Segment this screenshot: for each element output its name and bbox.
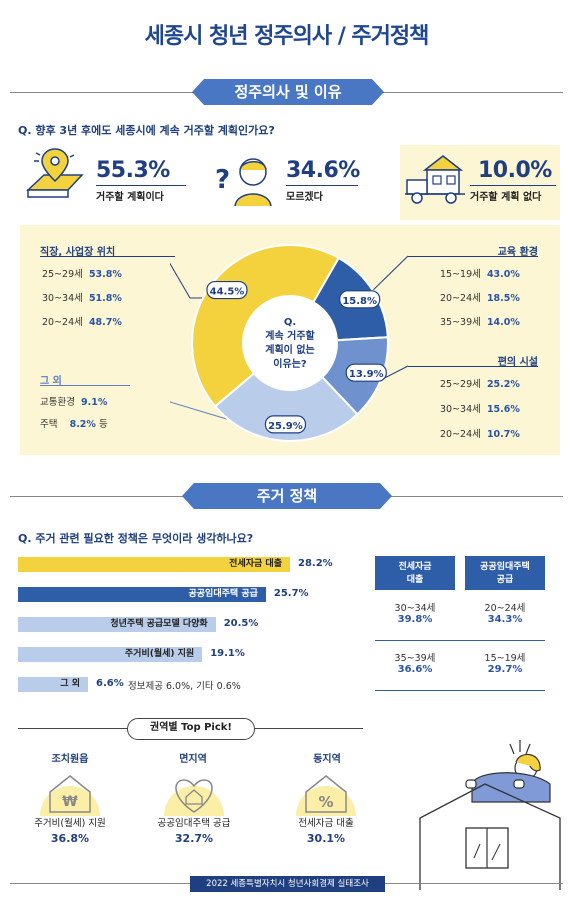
svg-text:₩: ₩ — [62, 794, 78, 810]
svg-text:13.9%: 13.9% — [349, 369, 384, 380]
section-banner-housing: 주거 정책 — [182, 483, 392, 509]
table-cell: 30~34세 39.8% — [394, 603, 436, 625]
reason-row: 20~24세 18.5% — [440, 293, 520, 304]
policy-bar-3: 주거비(월세) 지원 — [18, 647, 203, 662]
question-residence: Q. 향후 3년 후에도 세종시에 계속 거주할 계획인가요? — [18, 124, 275, 137]
svg-text:?: ? — [215, 165, 230, 195]
table-divider — [375, 640, 545, 641]
house-person-illustration — [419, 740, 561, 890]
table-cell: 20~24세 34.3% — [484, 603, 526, 625]
top-pick-pill: 권역별 Top Pick! — [127, 718, 255, 740]
reason-row: 30~34세 51.8% — [42, 293, 122, 304]
table-cell: 35~39세 36.6% — [394, 653, 436, 675]
reason-title-work: 직장, 사업장 위치 — [40, 247, 116, 258]
policy-bar-value: 20.5% — [223, 618, 259, 629]
pie-label-3: 25.9% — [264, 415, 307, 434]
won-house-icon: ₩ — [40, 775, 100, 816]
svg-text:15.8%: 15.8% — [342, 296, 377, 307]
stat-value-unsure: 34.6% — [286, 158, 360, 183]
reason-row: 30~34세 15.6% — [440, 404, 520, 415]
moving-truck-icon — [405, 155, 465, 204]
pie-center-text: 계획이 없는 — [265, 343, 314, 356]
stat-label-unsure: 모르겠다 — [286, 185, 358, 203]
svg-text:44.5%: 44.5% — [210, 287, 245, 298]
table-divider — [375, 690, 545, 691]
region-policy: 공공임대주택 공급 — [157, 818, 231, 829]
question-person-icon: ? — [215, 158, 272, 207]
percent-house-icon: % — [296, 775, 356, 816]
reason-underline — [40, 385, 130, 386]
policy-bar-2: 청년주택 공급모델 다양화 — [18, 617, 216, 632]
region-pct: 36.8% — [50, 832, 90, 845]
reason-row: 주택 8.2% 등 — [40, 419, 108, 430]
reason-title-education: 교육 환경 — [497, 247, 538, 258]
question-housing: Q. 주거 관련 필요한 정책은 무엇이라 생각하나요? — [18, 532, 254, 545]
reason-row: 25~29세 53.8% — [42, 269, 122, 280]
reason-row: 20~24세 48.7% — [42, 317, 122, 328]
reason-row: 교통환경 9.1% — [40, 397, 108, 408]
reason-underline — [408, 256, 538, 257]
policy-bar-0: 전세자금 대출 — [18, 557, 290, 572]
reason-row: 35~39세 14.0% — [440, 317, 520, 328]
table-header-jeonse: 전세자금 대출 — [375, 556, 455, 590]
stat-label-stay: 거주할 계획이다 — [96, 185, 186, 203]
region-policy: 전세자금 대출 — [298, 818, 354, 829]
stat-label-leave: 거주할 계획 없다 — [470, 185, 556, 203]
pie-slice-3 — [213, 341, 359, 442]
region-name-jochiwon: 조치원읍 — [51, 754, 89, 765]
policy-bar-1: 공공임대주택 공급 — [18, 587, 266, 602]
region-name-myeon: 면지역 — [179, 754, 207, 765]
reason-row: 15~19세 43.0% — [440, 269, 520, 280]
connector-line — [170, 262, 210, 299]
reason-row: 20~24세 10.7% — [440, 429, 520, 440]
svg-text:%: % — [318, 793, 333, 811]
pie-label-2: 13.9% — [345, 363, 387, 382]
policy-bar-value: 6.6% — [96, 678, 124, 689]
footer-source: 2022 세종특별자치시 청년사회경제 실태조사 — [190, 876, 385, 892]
policy-bar-4: 그 외 — [18, 677, 88, 692]
policy-bar-value: 19.1% — [210, 648, 245, 659]
other-note: 정보제공 6.0%, 기타 0.6% — [128, 681, 241, 692]
table-header-rental: 공공임대주택 공급 — [465, 556, 545, 590]
region-pct: 32.7% — [174, 832, 214, 845]
pie-label-0: 44.5% — [206, 280, 248, 300]
pie-label-1: 15.8% — [339, 290, 381, 309]
reason-row: 25~29세 25.2% — [440, 379, 520, 390]
reason-title-amenities: 편의 시설 — [497, 357, 538, 368]
page-title: 세종시 청년 정주의사 / 주거정책 — [144, 24, 430, 49]
section-banner-residence: 정주의사 및 이유 — [192, 79, 384, 105]
donut-hole — [242, 295, 338, 391]
region-policy: 주거비(월세) 지원 — [34, 818, 106, 829]
svg-text:25.9%: 25.9% — [268, 421, 303, 432]
reason-underline — [40, 256, 175, 257]
reason-underline — [408, 366, 538, 367]
pie-center-text: 이유는? — [273, 357, 307, 370]
pie-center-text: Q. — [284, 317, 296, 328]
region-name-dong: 동지역 — [313, 754, 341, 765]
pie-center-text: 계속 거주할 — [265, 329, 315, 342]
region-pct: 30.1% — [306, 832, 346, 845]
table-cell: 15~19세 29.7% — [484, 653, 526, 675]
stat-value-leave: 10.0% — [478, 158, 552, 183]
policy-bar-value: 25.7% — [273, 588, 309, 599]
connector-line — [170, 401, 231, 421]
reason-title-other: 그 외 — [40, 376, 62, 387]
map-pin-icon — [26, 148, 84, 198]
stat-value-stay: 55.3% — [96, 158, 170, 183]
heart-house-icon — [164, 779, 224, 816]
policy-bar-value: 28.2% — [298, 558, 333, 569]
